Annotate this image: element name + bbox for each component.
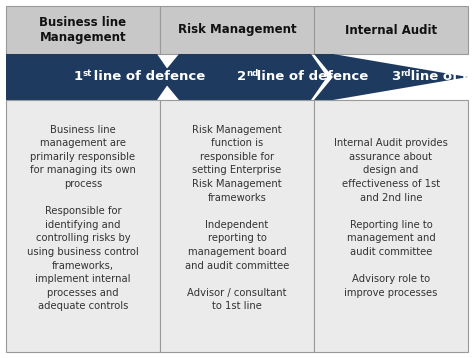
- Polygon shape: [160, 54, 327, 100]
- Text: 2: 2: [237, 71, 246, 83]
- Bar: [6, 100, 160, 352]
- Bar: [314, 100, 468, 352]
- Polygon shape: [314, 54, 468, 100]
- Bar: [6, 6, 160, 54]
- Text: line of defence: line of defence: [89, 71, 205, 83]
- Text: 3: 3: [391, 71, 401, 83]
- Text: line of defence: line of defence: [253, 71, 369, 83]
- Bar: [314, 6, 468, 54]
- Text: rd: rd: [401, 69, 411, 78]
- Text: Risk Management: Risk Management: [178, 24, 296, 37]
- Text: st: st: [83, 69, 92, 78]
- Text: Risk Management
function is
responsible for
setting Enterprise
Risk Management
f: Risk Management function is responsible …: [185, 125, 289, 311]
- Text: nd: nd: [246, 69, 259, 78]
- Text: Business line
Management: Business line Management: [39, 16, 127, 44]
- Bar: [160, 100, 314, 352]
- Text: 1: 1: [74, 71, 83, 83]
- Text: line of defence: line of defence: [407, 71, 474, 83]
- Polygon shape: [6, 54, 173, 100]
- Text: Internal Audit: Internal Audit: [345, 24, 437, 37]
- Text: Business line
management are
primarily responsible
for managing its own
process
: Business line management are primarily r…: [27, 125, 139, 311]
- Bar: [160, 6, 314, 54]
- Text: Internal Audit provides
assurance about
design and
effectiveness of 1st
and 2nd : Internal Audit provides assurance about …: [334, 138, 448, 298]
